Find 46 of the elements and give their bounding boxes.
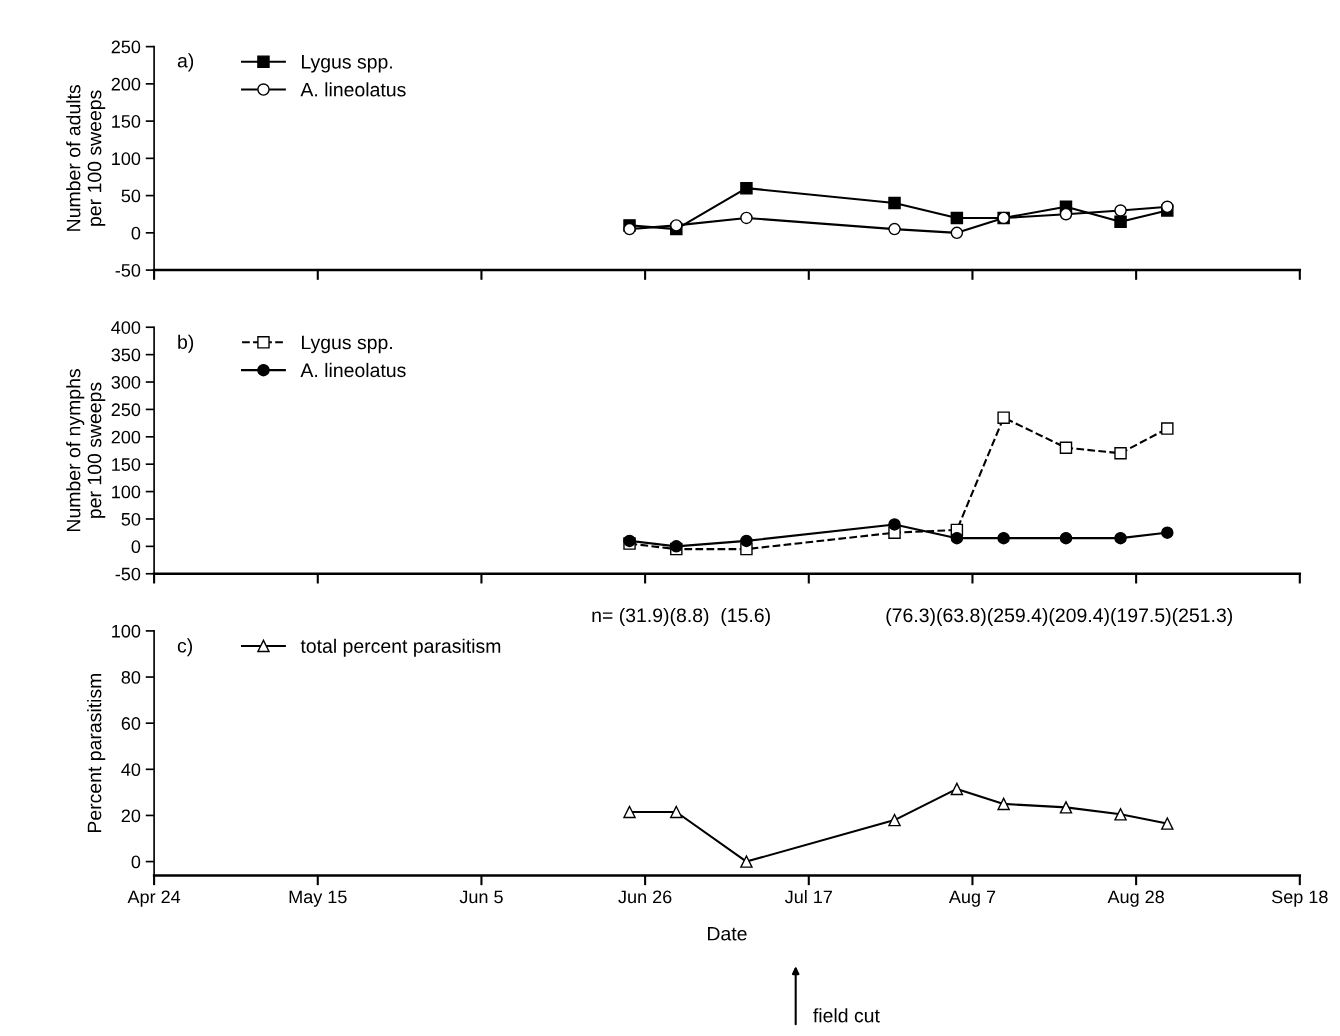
text: (76.3)(63.8)(259.4)(209.4)(197.5)(251.3) [886, 607, 1233, 627]
x-tick-label: Jun 5 [459, 890, 503, 904]
chart-title: b) [178, 334, 194, 353]
y-tick-label: 200 [111, 77, 141, 91]
y-tick-label: 50 [121, 189, 141, 203]
y-axis-title: Number of nymphs per 100 sweeps [66, 369, 106, 532]
legend-label: A. lineolatus [300, 362, 406, 378]
x-tick-label: Sep 18 [1272, 890, 1328, 907]
x-tick-label: Aug 28 [1107, 890, 1164, 907]
y-tick-label: 150 [112, 115, 141, 128]
x-tick-label: May 15 [289, 890, 347, 907]
text: n= (31.9)(8.8) (15.6) [592, 607, 770, 627]
y-tick-label: 400 [111, 321, 141, 334]
y-tick-label: 0 [131, 855, 141, 869]
text: field cut [813, 1008, 880, 1023]
y-tick-label: -50 [115, 567, 141, 581]
y-tick-label: 100 [112, 624, 141, 638]
chart-title: a) [177, 53, 194, 72]
y-tick-label: 80 [121, 670, 141, 684]
y-tick-label: 250 [111, 403, 141, 417]
y-tick-label: 200 [111, 430, 141, 444]
y-tick-label: 60 [121, 717, 141, 730]
y-tick-label: 0 [131, 226, 141, 240]
x-tick-label: Jul 17 [784, 890, 832, 904]
y-axis-title: Percent parasitism [87, 673, 106, 833]
x-tick-label: Jun 26 [618, 890, 672, 904]
y-tick-label: 100 [112, 152, 141, 166]
y-tick-label: 0 [131, 540, 141, 554]
y-tick-label: 250 [111, 40, 141, 54]
y-tick-label: 20 [121, 809, 141, 823]
legend-label: A. lineolatus [300, 82, 406, 97]
y-tick-label: 150 [112, 458, 141, 471]
x-tick-label: Aug 7 [948, 890, 996, 907]
x-axis-title: Date [708, 926, 747, 941]
legend-label: Lygus spp. [302, 55, 392, 73]
y-tick-label: -50 [115, 264, 141, 277]
y-tick-label: 40 [121, 763, 141, 777]
x-tick-label: Apr 24 [127, 890, 181, 907]
y-axis-title: Number of adults per 100 sweeps [66, 85, 106, 231]
y-tick-label: 300 [111, 375, 141, 389]
y-tick-label: 50 [121, 512, 141, 526]
legend-label: Lygus spp. [302, 335, 392, 354]
chart-title: c) [177, 638, 192, 657]
y-tick-label: 350 [111, 348, 141, 362]
y-tick-label: 100 [112, 485, 141, 499]
legend-label: total percent parasitism [300, 638, 501, 657]
